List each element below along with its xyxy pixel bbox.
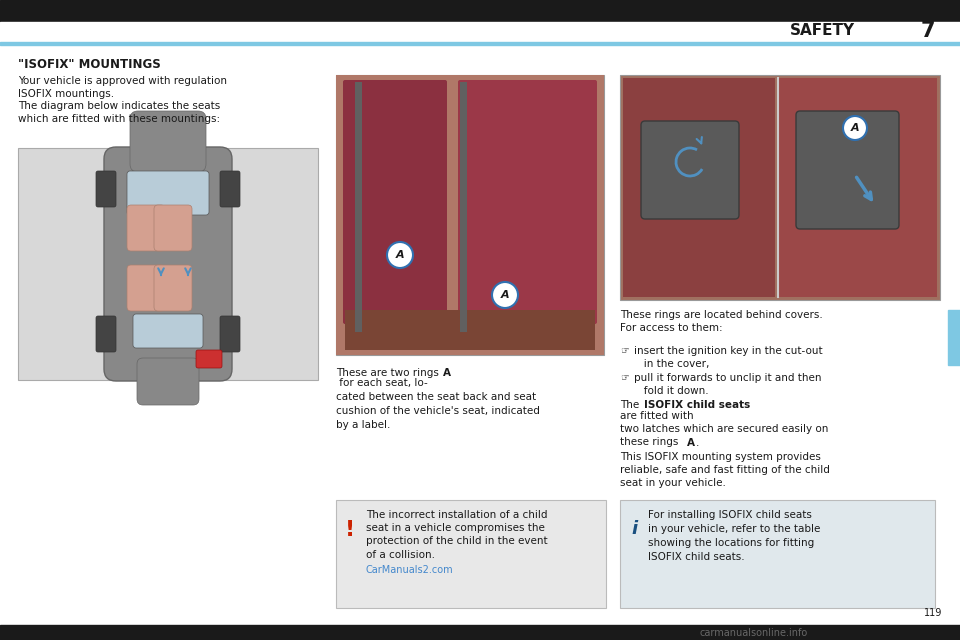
Bar: [336, 75, 604, 355]
Circle shape: [492, 282, 518, 308]
Bar: [0, 42, 960, 45]
Text: 7: 7: [921, 21, 935, 41]
Bar: [779, 78, 937, 297]
FancyBboxPatch shape: [154, 265, 192, 311]
FancyBboxPatch shape: [796, 111, 899, 229]
Text: carmanualsonline.info: carmanualsonline.info: [700, 628, 808, 638]
Text: Your vehicle is approved with regulation
ISOFIX mountings.: Your vehicle is approved with regulation…: [18, 76, 227, 99]
Bar: [0, 22, 960, 42]
FancyBboxPatch shape: [137, 358, 199, 405]
Text: A: A: [851, 123, 859, 133]
Text: A: A: [443, 368, 451, 378]
Bar: [336, 75, 604, 355]
Text: .: .: [696, 438, 700, 448]
FancyBboxPatch shape: [104, 147, 232, 381]
Circle shape: [387, 242, 413, 268]
Text: The diagram below indicates the seats
which are fitted with these mountings:: The diagram below indicates the seats wh…: [18, 101, 220, 124]
Text: These are two rings: These are two rings: [336, 368, 443, 378]
Text: i: i: [631, 520, 637, 538]
Bar: [620, 75, 940, 300]
Bar: [623, 78, 775, 297]
FancyBboxPatch shape: [355, 82, 362, 332]
Text: SAFETY: SAFETY: [790, 23, 855, 38]
Text: The: The: [620, 400, 642, 410]
Text: This ISOFIX mounting system provides
reliable, safe and fast fitting of the chil: This ISOFIX mounting system provides rel…: [620, 452, 829, 488]
FancyBboxPatch shape: [343, 80, 447, 324]
FancyBboxPatch shape: [96, 316, 116, 352]
Text: 119: 119: [924, 608, 942, 618]
Text: A: A: [396, 250, 404, 260]
FancyBboxPatch shape: [196, 350, 222, 368]
Text: A: A: [687, 438, 695, 448]
FancyBboxPatch shape: [220, 316, 240, 352]
FancyBboxPatch shape: [127, 265, 165, 311]
Text: For installing ISOFIX child seats
in your vehicle, refer to the table
showing th: For installing ISOFIX child seats in you…: [648, 510, 821, 562]
Text: The incorrect installation of a child
seat in a vehicle compromises the
protecti: The incorrect installation of a child se…: [366, 510, 547, 559]
Bar: [338, 502, 362, 606]
Circle shape: [843, 116, 867, 140]
Text: for each seat, lo-
cated between the seat back and seat
cushion of the vehicle's: for each seat, lo- cated between the sea…: [336, 378, 540, 430]
FancyBboxPatch shape: [127, 171, 209, 215]
Text: pull it forwards to unclip it and then
   fold it down.: pull it forwards to unclip it and then f…: [634, 373, 822, 396]
FancyBboxPatch shape: [130, 111, 206, 172]
FancyBboxPatch shape: [133, 314, 203, 348]
Text: insert the ignition key in the cut-out
   in the cover,: insert the ignition key in the cut-out i…: [634, 346, 823, 369]
Text: CarManuals2.com: CarManuals2.com: [366, 565, 454, 575]
Text: !: !: [345, 520, 355, 540]
Text: A: A: [501, 290, 510, 300]
FancyBboxPatch shape: [154, 205, 192, 251]
Text: ISOFIX child seats: ISOFIX child seats: [644, 400, 751, 410]
Bar: [345, 310, 595, 350]
FancyBboxPatch shape: [96, 171, 116, 207]
Bar: [18, 148, 318, 380]
Text: These rings are located behind covers.
For access to them:: These rings are located behind covers. F…: [620, 310, 823, 333]
FancyBboxPatch shape: [460, 82, 467, 332]
Bar: [948, 310, 960, 365]
FancyBboxPatch shape: [458, 80, 597, 324]
FancyBboxPatch shape: [220, 171, 240, 207]
Bar: [0, 0, 960, 22]
FancyBboxPatch shape: [641, 121, 739, 219]
Bar: [620, 500, 935, 608]
Text: are fitted with
two latches which are secured easily on
these rings: are fitted with two latches which are se…: [620, 411, 828, 447]
Text: ☞: ☞: [620, 373, 629, 383]
Bar: [0, 625, 960, 640]
Text: ☞: ☞: [620, 346, 629, 356]
Text: "ISOFIX" MOUNTINGS: "ISOFIX" MOUNTINGS: [18, 58, 160, 71]
Bar: [336, 500, 606, 608]
FancyBboxPatch shape: [127, 205, 165, 251]
